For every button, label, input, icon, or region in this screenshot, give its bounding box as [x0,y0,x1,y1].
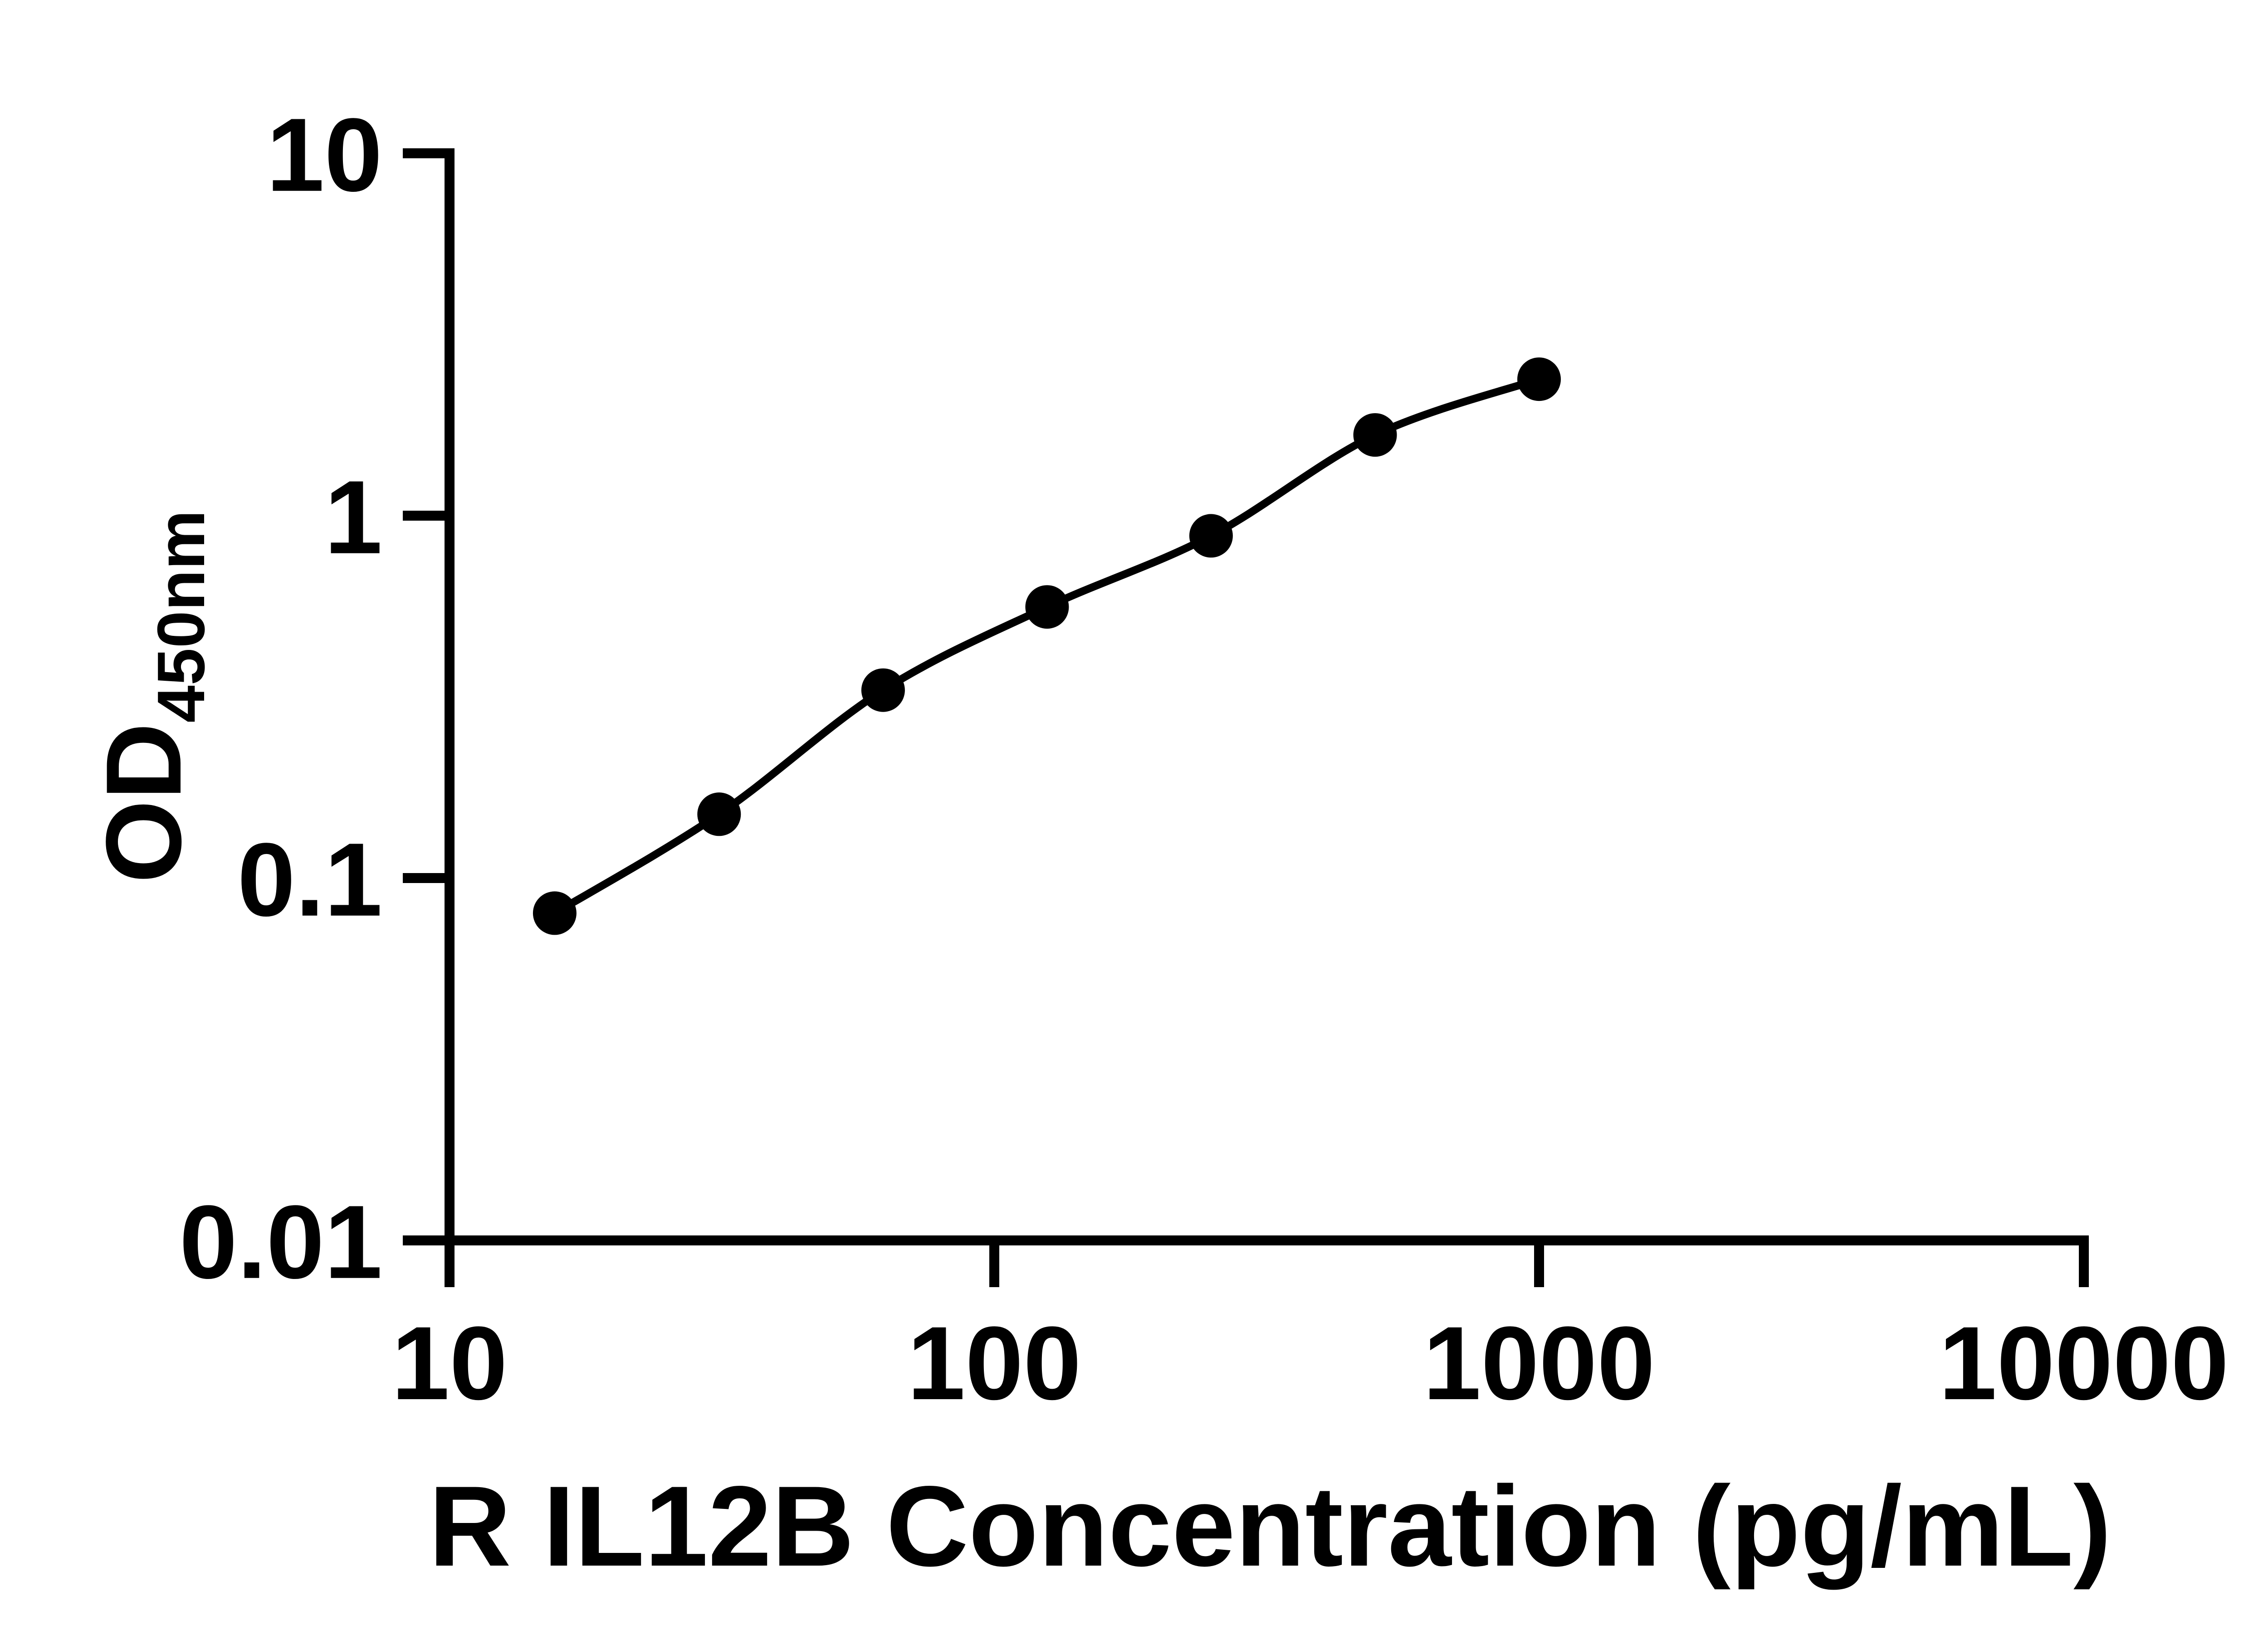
x-tick-label: 100 [907,1305,1081,1421]
y-tick-label: 1 [324,459,382,576]
data-point [1517,357,1561,401]
data-point [533,891,577,935]
data-point [1025,585,1069,629]
x-tick-label: 10000 [1939,1305,2229,1421]
data-point [1189,514,1233,558]
y-axis-title-subscript: 450nm [144,510,219,723]
y-tick-label: 0.1 [237,821,382,938]
data-point [861,668,905,712]
axis-ticks [403,148,2089,1287]
y-axis-title-main: OD [84,722,204,883]
x-tick-label: 10 [391,1305,508,1421]
x-axis-title: R IL12B Concentration (pg/mL) [429,1463,2112,1590]
data-point [1353,413,1397,457]
data-series [533,357,1561,935]
x-tick-label: 1000 [1423,1305,1655,1421]
axes [445,148,2089,1245]
y-tick-label: 10 [266,97,382,213]
y-tick-label: 0.01 [179,1184,382,1300]
y-axis-title: OD450nm [84,510,219,883]
curve-line [552,376,1540,917]
data-point [697,792,741,836]
